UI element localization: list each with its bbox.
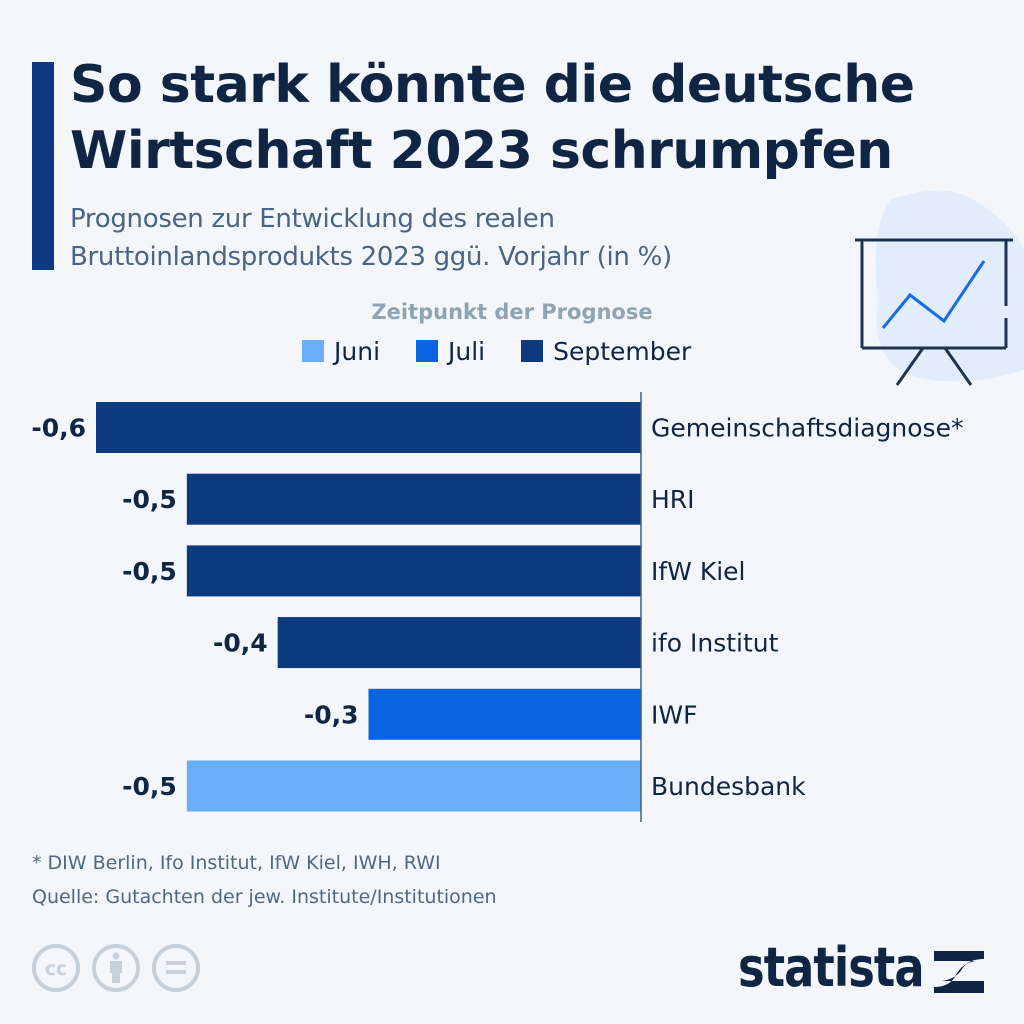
value-label-0: -0,6 <box>31 414 86 443</box>
category-label-5: Bundesbank <box>651 772 806 801</box>
footnote-block: * DIW Berlin, Ifo Institut, IfW Kiel, IW… <box>32 846 497 914</box>
value-label-1: -0,5 <box>122 485 177 514</box>
legend-label-september: September <box>553 336 692 366</box>
no-derivatives-icon[interactable] <box>150 942 202 994</box>
title-line-1: So stark könnte die deutsche <box>70 55 915 115</box>
cc-icon[interactable]: cc <box>30 942 82 994</box>
title-line-2: Wirtschaft 2023 schrumpfen <box>70 121 893 181</box>
category-label-0: Gemeinschaftsdiagnose* <box>651 414 963 443</box>
bar-chart: -0,6 Gemeinschaftsdiagnose* -0,5 HRI -0,5 IfW… <box>31 392 963 822</box>
bar-1 <box>186 473 642 525</box>
value-label-5: -0,5 <box>122 772 177 801</box>
footnote: * DIW Berlin, Ifo Institut, IfW Kiel, IW… <box>32 852 441 874</box>
value-label-4: -0,3 <box>304 700 359 729</box>
subtitle-line-1: Prognosen zur Entwicklung des realen <box>70 204 555 234</box>
subtitle: Prognosen zur Entwicklung des realen Bru… <box>70 200 830 276</box>
legend-item-juli: Juli <box>416 337 485 366</box>
legend-label-juli: Juli <box>448 336 486 366</box>
accent-bar <box>32 62 54 270</box>
svg-text:cc: cc <box>45 958 68 980</box>
statista-logo-mark-icon <box>933 951 984 993</box>
legend-swatch-juli <box>416 340 439 362</box>
legend-item-juni: Juni <box>302 337 380 366</box>
presentation-board-chart-icon <box>820 180 1024 390</box>
bar-4 <box>368 688 641 740</box>
license-icons: cc <box>30 942 210 994</box>
bar-0 <box>96 402 641 453</box>
illustration-blob <box>875 190 1024 382</box>
brand-name: statista <box>738 936 925 999</box>
legend-swatch-juni <box>302 340 324 362</box>
attribution-icon[interactable] <box>90 942 142 994</box>
legend-item-september: September <box>521 337 691 366</box>
legend-swatch-september <box>521 340 544 362</box>
value-label-3: -0,4 <box>213 629 268 658</box>
page-title: So stark könnte die deutsche Wirtschaft … <box>70 52 970 184</box>
bar-3 <box>277 617 641 669</box>
bar-5 <box>186 760 642 812</box>
category-label-2: IfW Kiel <box>651 557 746 586</box>
bar-2 <box>186 545 642 597</box>
category-label-1: HRI <box>651 485 695 514</box>
category-label-4: IWF <box>651 700 697 729</box>
value-label-2: -0,5 <box>122 557 177 586</box>
subtitle-line-2: Bruttoinlandsprodukts 2023 ggü. Vorjahr … <box>70 242 672 272</box>
category-label-3: ifo Institut <box>651 629 779 658</box>
statista-logo[interactable]: statista <box>738 938 984 998</box>
legend: Juni Juli September <box>302 334 727 368</box>
source: Quelle: Gutachten der jew. Institute/Ins… <box>32 886 497 908</box>
legend-label-juni: Juni <box>334 336 381 366</box>
legend-title: Zeitpunkt der Prognose <box>371 300 653 324</box>
